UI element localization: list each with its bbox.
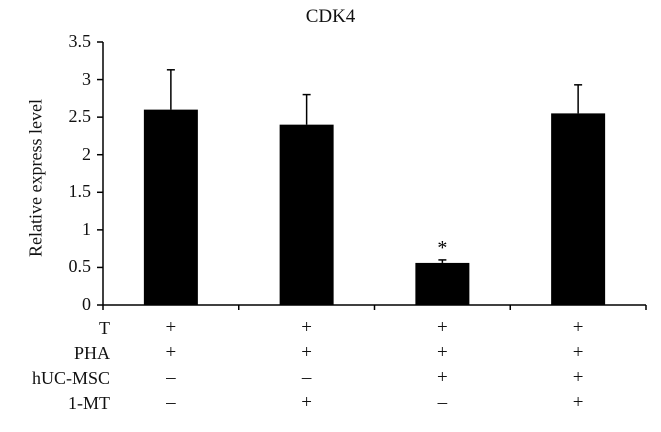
y-tick-label: 1.5	[68, 181, 92, 202]
condition-row-label: hUC-MSC	[31, 368, 110, 388]
condition-cell: +	[572, 367, 584, 388]
y-tick-label: 0	[82, 294, 91, 314]
condition-row-label: PHA	[73, 343, 110, 363]
bar	[279, 124, 334, 306]
condition-cell: +	[165, 342, 177, 363]
y-tick-label: 2.5	[68, 106, 92, 127]
condition-row-label: 1-MT	[68, 393, 110, 413]
condition-cell: +	[301, 392, 312, 413]
condition-cell: –	[166, 392, 176, 413]
chart-title: CDK4	[305, 6, 356, 27]
condition-cell: –	[166, 367, 176, 388]
condition-cell: +	[165, 317, 177, 338]
condition-cell: –	[437, 392, 448, 413]
y-tick-label: 3	[82, 68, 91, 89]
condition-cell: +	[437, 367, 448, 388]
condition-cell: +	[437, 317, 448, 338]
significance-marker: *	[437, 237, 447, 259]
condition-cell: –	[301, 367, 312, 388]
condition-cell: +	[301, 342, 312, 363]
condition-cell: +	[572, 317, 584, 338]
bar	[415, 262, 470, 305]
y-tick-label: 0.5	[68, 256, 92, 277]
bar	[143, 109, 198, 305]
y-tick-label: 2	[82, 143, 91, 164]
condition-cell: +	[437, 342, 448, 363]
condition-cell: +	[572, 342, 584, 363]
y-tick-label: 3.5	[68, 31, 92, 51]
condition-cell: +	[301, 317, 312, 338]
bar	[551, 113, 606, 305]
y-tick-label: 1	[82, 218, 91, 239]
condition-row-label: T	[99, 318, 110, 338]
condition-cell: +	[572, 392, 584, 413]
